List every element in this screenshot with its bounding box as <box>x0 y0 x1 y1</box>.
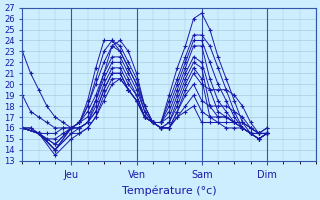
X-axis label: Température (°c): Température (°c) <box>122 185 216 196</box>
